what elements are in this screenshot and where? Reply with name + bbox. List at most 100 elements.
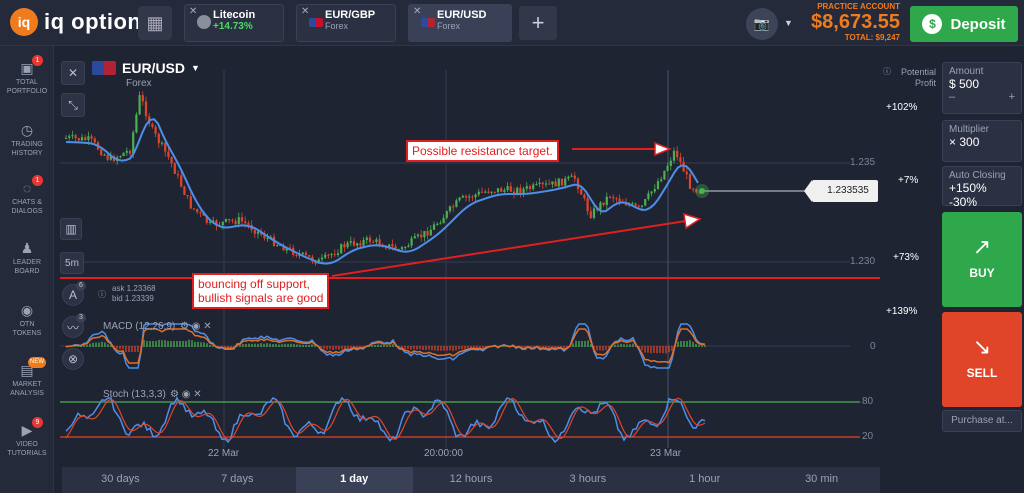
plus-button[interactable]: + [1008,91,1015,103]
candle-body [525,186,528,189]
candle-body [186,195,189,197]
macd-bar [467,346,469,349]
logo[interactable]: iq iq option [10,8,141,36]
macd-bar [557,346,559,348]
gear-icon[interactable]: ⚙ [180,321,189,332]
candle-body [548,183,551,185]
candle-body [647,193,650,200]
candle-body [148,116,151,124]
sidebar-item-portfolio[interactable]: ▣ 1 TOTAL PORTFOLIO [0,55,54,96]
timeframe-button[interactable]: 5m [60,252,84,274]
range-1-day[interactable]: 1 day [295,467,413,493]
macd-bar [158,339,160,347]
candle-body [266,237,269,239]
stoch-controls: ⚙ ◉ ✕ [170,389,202,400]
close-chart-button[interactable]: ✕ [61,61,85,85]
close-icon[interactable]: ✕ [301,6,310,17]
tab-eur-usd[interactable]: ✕ EUR/USD Forex [408,4,512,42]
macd-bar [485,346,487,348]
chevron-down-icon[interactable]: ▼ [784,18,793,28]
candle-body [461,195,464,198]
candle-body [336,253,340,256]
sidebar-item-otn[interactable]: ◉ OTN TOKENS [0,302,54,338]
pair-selector[interactable]: EUR/USD ▼ [92,60,200,76]
account-balance[interactable]: PRACTICE ACCOUNT $8,673.55 TOTAL: $9,247 [811,2,900,42]
fullscreen-button[interactable]: ⤡ [61,93,85,117]
candle-body [698,192,701,194]
multiplier-box[interactable]: Multiplier × 300 [942,120,1022,162]
purchase-at-button[interactable]: Purchase at... [942,410,1022,432]
sidebar-item-history[interactable]: ◷ TRADING HISTORY [0,122,54,158]
candle-body [74,135,77,139]
candle-body [183,186,186,196]
close-icon[interactable]: ✕ [413,6,422,17]
macd-bar [80,345,82,347]
close-icon[interactable]: ✕ [189,6,198,17]
candle-body [64,137,68,139]
close-icon[interactable]: ✕ [193,389,202,400]
buy-label: BUY [969,266,995,280]
range-30-days[interactable]: 30 days [101,473,140,485]
gear-icon[interactable]: ⚙ [170,389,179,400]
candle-body [410,238,413,246]
sidebar-item-leaderboard[interactable]: ♟ LEADER BOARD [0,240,54,276]
macd-bar [95,342,97,347]
sell-button[interactable]: ↘ SELL [942,312,1022,407]
add-tab-button[interactable]: + [519,6,557,40]
candle-body [484,191,487,193]
overlay-icon: ⊗ [67,352,79,366]
amount-value[interactable]: $ 500 [949,77,980,91]
macd-bar [71,346,73,348]
tab-litecoin[interactable]: ✕ Litecoin +14.73% [184,4,284,42]
macd-bar [488,346,490,348]
tab-eur-gbp[interactable]: ✕ EUR/GBP Forex [296,4,396,42]
eye-icon[interactable]: ◉ [181,389,191,400]
macd-bar [203,342,205,347]
candle-body [112,156,116,162]
close-icon[interactable]: ✕ [203,321,212,332]
nav-label: BOARD [14,268,40,275]
candle-body [663,170,666,180]
minus-button[interactable]: – [949,91,956,103]
sidebar-item-chats[interactable]: ◌ 1 CHATS & DIALOGS [0,175,54,216]
macd-label: MACD (12,26,9) [103,321,176,332]
macd-bar [218,346,220,348]
range-7-days[interactable]: 7 days [221,473,254,485]
candle-body [189,196,192,209]
eye-icon[interactable]: ◉ [191,321,201,332]
auto-closing-box[interactable]: Auto Closing +150% -30% [942,166,1022,209]
macd-bar [194,341,196,347]
buy-button[interactable]: ↗ BUY [942,212,1022,307]
asset-grid-button[interactable]: ▦ [138,6,172,40]
current-price-pointer [804,180,812,202]
ask-price: ask 1.23368 [112,284,156,293]
macd-bar [656,346,658,354]
macd-bar [449,346,451,351]
range-3-hours[interactable]: 3 hours [569,473,607,485]
range-1-hour[interactable]: 1 hour [689,473,721,485]
chat-icon: ◌ 1 [18,175,43,196]
chart-type-button[interactable]: ▥ [60,218,82,240]
macd-bar [644,346,646,353]
candle-body [685,171,688,175]
avatar[interactable]: 📷 [746,8,778,40]
range-12-hours[interactable]: 12 hours [449,473,493,485]
range-30-min[interactable]: 30 min [805,473,839,485]
macd-bar [665,346,667,354]
amount-box[interactable]: Amount $ 500 – + [942,62,1022,114]
macd-bar [266,343,268,347]
sidebar-item-market[interactable]: ▤ NEW MARKET ANALYSIS [0,357,54,398]
overlay-button[interactable]: ⊗ [62,348,84,370]
deposit-button[interactable]: $ Deposit [910,6,1018,42]
sidebar-item-video[interactable]: ▶ 9 VIDEO TUTORIALS [0,417,54,458]
macd-bar [161,340,163,347]
support-arrowhead [683,212,702,230]
candle-body [282,245,285,251]
macd-bar [143,339,145,347]
nav-label: CHATS & [12,199,42,206]
macd-bar [131,346,133,352]
macd-bar [290,343,292,347]
macd-bar [491,346,493,348]
info-icon[interactable]: ⓘ [883,67,891,76]
macd-bar [116,346,118,349]
